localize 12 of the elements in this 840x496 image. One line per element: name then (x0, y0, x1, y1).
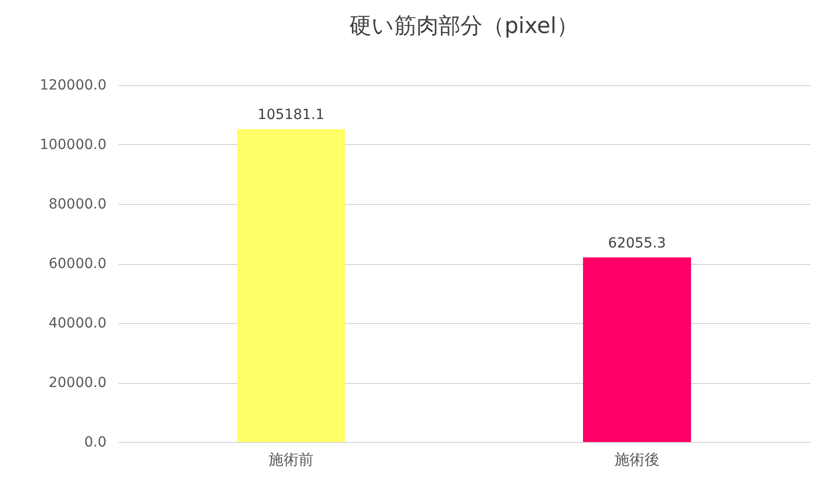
x-tick-label: 施術後 (614, 450, 660, 468)
y-tick-label: 80000.0 (48, 196, 106, 212)
x-tick-label: 施術前 (268, 450, 314, 468)
y-tick-label: 20000.0 (48, 375, 106, 391)
data-label: 62055.3 (608, 235, 666, 252)
y-tick-label: 40000.0 (48, 316, 106, 332)
y-tick-label: 60000.0 (48, 256, 106, 272)
data-label: 105181.1 (258, 107, 324, 124)
y-tick-label: 0.0 (84, 434, 106, 450)
y-tick-label: 100000.0 (40, 137, 106, 153)
chart-title: 硬い筋肉部分（pixel） (349, 14, 579, 39)
y-tick-label: 120000.0 (40, 78, 106, 94)
